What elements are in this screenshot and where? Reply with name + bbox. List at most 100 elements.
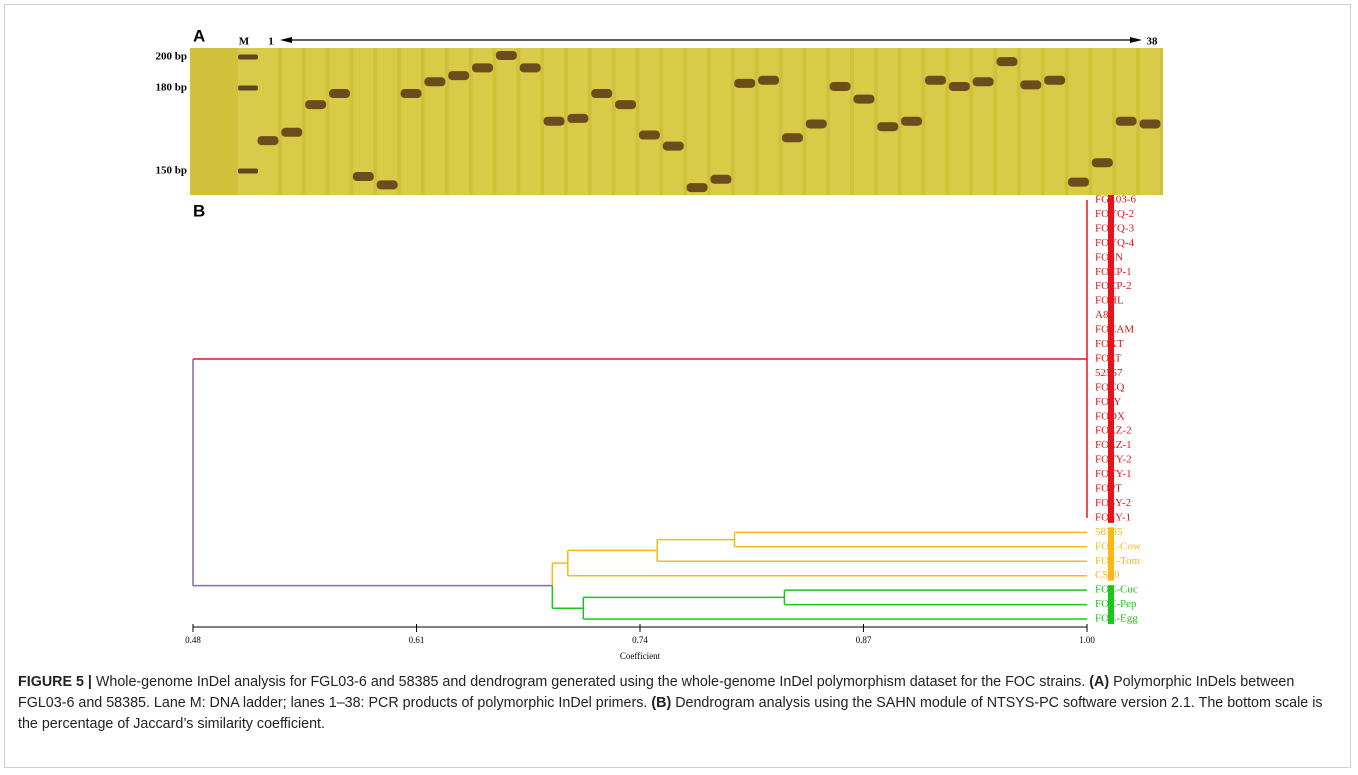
leaf-label: FOTY-2: [1095, 454, 1132, 466]
leaf-label: FOTY-1: [1095, 468, 1132, 480]
band: [1092, 158, 1113, 167]
band: [615, 100, 636, 109]
band: [520, 63, 541, 72]
lane: [949, 48, 969, 195]
leaf-label: FOPT: [1095, 483, 1122, 495]
lane: [663, 48, 683, 195]
leaf-label: FOHL: [1095, 295, 1124, 307]
band: [305, 100, 326, 109]
panel-label: A: [193, 26, 205, 45]
ladder-label: 180 bp: [156, 82, 188, 94]
band: [710, 175, 731, 184]
band: [925, 76, 946, 85]
lane: [282, 48, 302, 195]
leaf-label: FOJY: [1095, 396, 1121, 408]
lane: [878, 48, 898, 195]
arrow-head: [280, 37, 292, 43]
leaf-label: FOYQ-2: [1095, 208, 1134, 220]
leaf-label: FGL03-6: [1095, 194, 1136, 206]
band: [544, 117, 565, 126]
leaf-label: 58385: [1095, 526, 1123, 538]
lane: [1045, 48, 1065, 195]
leaf-label: 52557: [1095, 367, 1123, 379]
band: [734, 79, 755, 88]
x-tick-label: 0.87: [856, 635, 872, 645]
leaf-label: FOSN: [1095, 251, 1123, 263]
lane: [616, 48, 636, 195]
band: [853, 95, 874, 104]
band: [663, 142, 684, 151]
lane: [258, 48, 278, 195]
lane: [1092, 48, 1112, 195]
ladder-band: [238, 169, 258, 174]
leaf-label: FOSY-1: [1095, 511, 1131, 523]
leaf-label: FOC-Cuc: [1095, 584, 1138, 596]
leaf-label: FOC-Cow: [1095, 540, 1141, 552]
lane: [925, 48, 945, 195]
band: [973, 77, 994, 86]
band: [472, 63, 493, 72]
band: [901, 117, 922, 126]
band: [329, 89, 350, 98]
lane: [639, 48, 659, 195]
band: [567, 114, 588, 123]
ladder-band: [238, 86, 258, 91]
lane: [425, 48, 445, 195]
leaf-label: FOYQ-3: [1095, 222, 1135, 234]
axis-label: Coefficient: [620, 651, 661, 661]
leaf-label: FOC-Pep: [1095, 598, 1137, 610]
lane: [830, 48, 850, 195]
leaf-label: FOCP-1: [1095, 266, 1132, 278]
ladder-label: 200 bp: [156, 51, 188, 63]
caption-label: FIGURE 5 |: [18, 674, 92, 690]
page: A M 1 38 B Coefficient 200 bp180 bp150 b…: [0, 0, 1358, 775]
leaf-label: FOXT: [1095, 338, 1124, 350]
leaf-label: FOSY-2: [1095, 497, 1131, 509]
band: [949, 82, 970, 91]
band: [448, 71, 469, 80]
lane-label: 38: [1147, 36, 1159, 48]
ladder-band: [238, 55, 258, 60]
band: [401, 89, 422, 98]
leaf-label: A8: [1095, 309, 1109, 321]
band: [1044, 76, 1065, 85]
lane: [997, 48, 1017, 195]
lane: [973, 48, 993, 195]
lane: [1068, 48, 1088, 195]
lane-label: M: [239, 36, 250, 48]
band: [591, 89, 612, 98]
band: [877, 122, 898, 131]
band: [1020, 80, 1041, 89]
band: [424, 77, 445, 86]
caption: FIGURE 5 | Whole-genome InDel analysis f…: [18, 672, 1340, 735]
leaf-label: FOCP-2: [1095, 280, 1132, 292]
band: [258, 136, 279, 145]
leaf-label: FOLZ-1: [1095, 439, 1132, 451]
lane: [330, 48, 350, 195]
lane: [306, 48, 326, 195]
band: [1068, 178, 1089, 187]
leaf-label: FOLZ-2: [1095, 425, 1132, 437]
band: [281, 128, 302, 137]
band: [377, 180, 398, 189]
band: [496, 51, 517, 60]
band: [782, 133, 803, 142]
caption-text: Whole-genome InDel analysis for FGL03-6 …: [92, 674, 1089, 690]
x-tick-label: 1.00: [1079, 635, 1095, 645]
x-tick-label: 0.74: [632, 635, 648, 645]
leaf-label: FOC-Tom: [1095, 555, 1141, 567]
lane: [759, 48, 779, 195]
lane: [449, 48, 469, 195]
lane: [782, 48, 802, 195]
band: [758, 76, 779, 85]
lane: [401, 48, 421, 195]
leaf-label: FOCAM: [1095, 324, 1134, 336]
leaf-label: FOCQ: [1095, 381, 1124, 393]
lane: [1021, 48, 1041, 195]
caption-ref: (B): [651, 695, 671, 711]
x-tick-label: 0.48: [185, 635, 201, 645]
band: [996, 57, 1017, 66]
lane: [592, 48, 612, 195]
band: [1116, 117, 1137, 126]
lane: [377, 48, 397, 195]
